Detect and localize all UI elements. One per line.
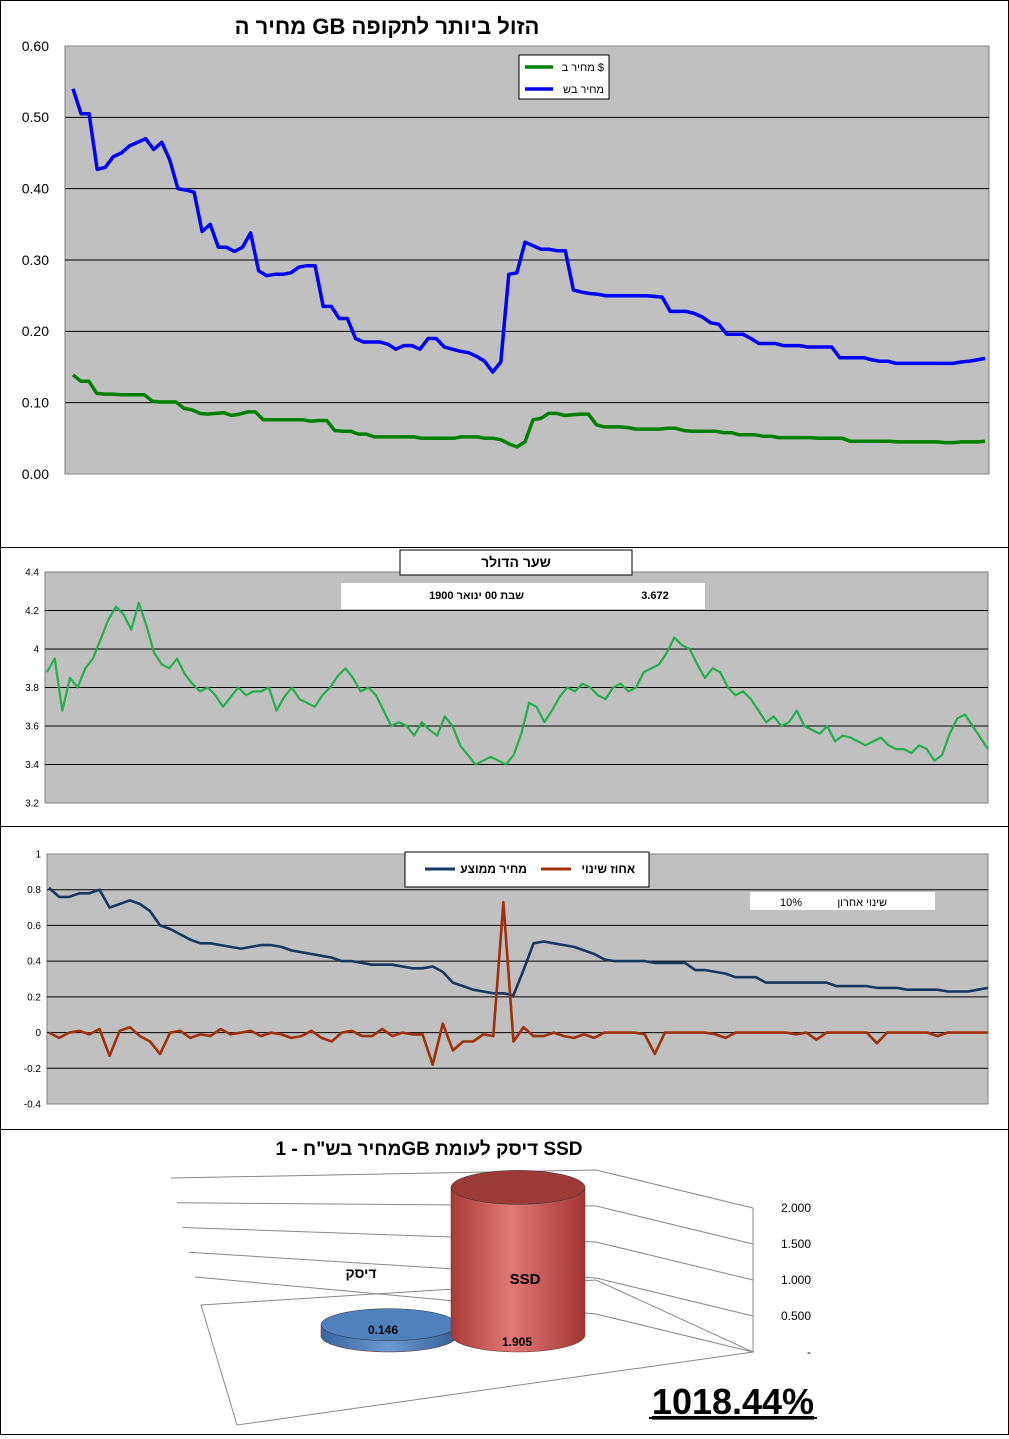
chart2-title: שער הדולר [481,554,551,570]
chart4-plot: - 0.500 1.000 1.500 2.000 דיסק SSD 0.146 1.905 [170,1169,811,1426]
chart2-plot: 3.2 3.4 3.6 3.8 4 4.2 4.4 שער הדולר שבת 00 ינואר… [25,549,989,810]
y-tick-label: 0.500 [781,1309,811,1323]
wall-gridline [176,1202,754,1245]
value-label-2: 1.905 [502,1335,532,1349]
series-line-1 [46,601,989,766]
readout-box [341,583,705,609]
y-tick-label: 4.4 [25,568,39,579]
y-tick-label: 3.8 [25,683,39,694]
wall-gridline [170,1169,754,1209]
wall-gridline [194,1276,754,1353]
chart4-svg: מחיר בש"ח - 1GB דיסק לעומת SSD - 0.500 1.0… [170,1139,817,1426]
chart1-title: מחיר ה GB הזול ביותר לתקופה [235,14,540,39]
series-line-1 [71,373,986,449]
y-tick-label: 3.2 [25,799,39,810]
series-line-2 [48,900,988,1066]
y-tick-label: 3.6 [25,722,39,733]
y-tick-label: 1.000 [781,1273,811,1287]
chart3-plot: -0.4 -0.2 0 0.2 0.4 0.6 0.8 1 מחיר ממוצע אחוז שינ… [24,850,989,1111]
y-tick-label: 0.00 [22,466,49,482]
y-tick-label: 0 [35,1028,41,1039]
y-tick-label: 4 [33,645,39,656]
y-tick-label: 3.4 [25,760,39,771]
chart1-svg: מחיר ה GB הזול ביותר לתקופה 0.00 0.10 0.20… [22,14,990,482]
y-tick-label: 2.000 [781,1201,811,1215]
y-tick-label: 0.8 [27,885,41,896]
y-tick-label: 0.30 [22,252,49,268]
series-line-1 [48,886,989,997]
chart3-svg: -0.4 -0.2 0 0.2 0.4 0.6 0.8 1 מחיר ממוצע אחוז שינ… [24,850,989,1111]
legend-label-2: מחיר בש [563,84,604,96]
legend-label-1: מחיר ממוצע [460,862,527,876]
value-label-1: 0.146 [368,1323,398,1337]
y-tick-label: 1.500 [781,1237,811,1251]
last-change-box [750,892,935,910]
y-tick-label: -0.4 [24,1100,42,1111]
chart2-title-box [399,549,633,576]
y-tick-label: 0.6 [27,921,41,932]
chart4-title: מחיר בש"ח - 1GB דיסק לעומת SSD [275,1139,582,1160]
cheapest-gb-price-chart: מחיר ה GB הזול ביותר לתקופה 0.00 0.10 0.20… [0,0,1009,548]
chart2-svg: 3.2 3.4 3.6 3.8 4 4.2 4.4 שער הדולר שבת 00 ינואר… [25,549,989,810]
chart1-legend-box [518,54,610,100]
last-change-value: 10% [780,897,802,909]
chart1-plot: 0.00 0.10 0.20 0.30 0.40 0.50 0.60 מחיר ב $ מחיר… [22,38,990,482]
y-tick-label: 0.10 [22,395,49,411]
dollar-rate-chart: 3.2 3.4 3.6 3.8 4 4.2 4.4 שער הדולר שבת 00 ינואר… [0,547,1009,827]
category-label-1: דיסק [345,1265,376,1281]
y-tick-label: -0.2 [24,1064,42,1075]
category-label-2: SSD [510,1271,541,1288]
y-tick-label: 0.50 [22,109,49,125]
wall-gridline [188,1251,754,1317]
y-tick-label: 0.4 [27,957,41,968]
plot-area [46,853,989,1105]
y-tick-label: 0.20 [22,323,49,339]
last-change-label: שינוי אחרון [837,897,887,909]
bar-cylinder-2 [450,1187,586,1353]
ratio-label: 1018.44% [652,1381,814,1422]
y-tick-label: 0.40 [22,181,49,197]
y-tick-label: 4.2 [25,606,39,617]
y-tick-label: 1 [35,850,41,861]
y-tick-label: 0.2 [27,992,41,1003]
legend-label-1: מחיר ב $ [562,62,604,74]
readout-value: 3.672 [641,590,669,602]
disk-vs-ssd-chart: מחיר בש"ח - 1GB דיסק לעומת SSD - 0.500 1.0… [0,1129,1009,1435]
bar-cylinder-top-2 [450,1170,586,1205]
y-tick-label: 0.60 [22,38,49,54]
legend-label-2: אחוז שינוי [581,862,635,876]
wall-gridline [182,1227,754,1281]
series-line-2 [71,88,986,374]
average-price-change-chart: -0.4 -0.2 0 0.2 0.4 0.6 0.8 1 מחיר ממוצע אחוז שינ… [0,826,1009,1130]
y-tick-label: - [807,1345,811,1359]
readout-date: שבת 00 ינואר 1900 [429,590,524,602]
